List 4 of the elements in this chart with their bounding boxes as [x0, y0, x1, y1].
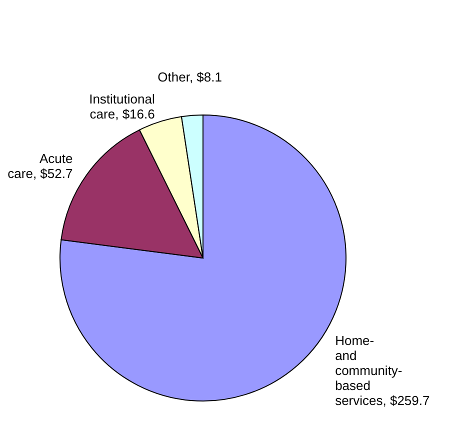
slice-label: Institutional care, $16.6: [89, 91, 155, 122]
slice-label: Acute care, $52.7: [8, 151, 73, 182]
slice-label: Other, $8.1: [158, 70, 222, 84]
slice-label: Home-and community-based services, $259.7: [335, 333, 430, 408]
